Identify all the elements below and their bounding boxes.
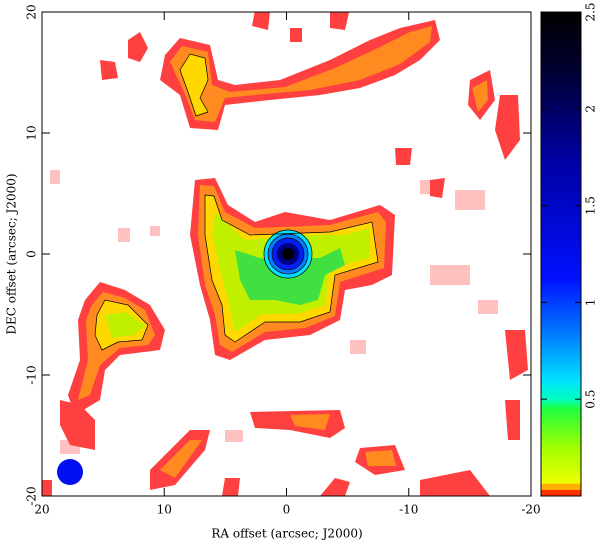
image — [42, 12, 528, 496]
colorbar-tick-label: 2.5 — [584, 2, 598, 21]
colorbar-tick-label: 1 — [584, 299, 598, 307]
y-tick-label: 20 — [25, 4, 39, 19]
x-tick-label: -10 — [399, 503, 418, 517]
colorbar-tick-label: 1.5 — [584, 196, 598, 215]
y-axis-label: DEC offset (arcsec; J2000) — [5, 173, 19, 334]
y-tick-label: 10 — [25, 125, 39, 140]
x-tick-label: 20 — [34, 503, 49, 517]
colorbar — [540, 11, 582, 497]
x-tick-label: -20 — [521, 503, 540, 517]
colorbar-tick-label: 2 — [584, 105, 598, 113]
y-tick-label: -10 — [25, 365, 39, 384]
beam — [57, 459, 83, 485]
y-tick-label: -20 — [25, 486, 39, 505]
colorbar-tick-label: 0.5 — [584, 390, 598, 409]
x-tick-label: 0 — [283, 503, 291, 517]
x-axis-label: RA offset (arcsec; J2000) — [211, 527, 362, 541]
x-tick-label: 10 — [157, 503, 172, 517]
y-tick-label: 0 — [25, 250, 39, 258]
